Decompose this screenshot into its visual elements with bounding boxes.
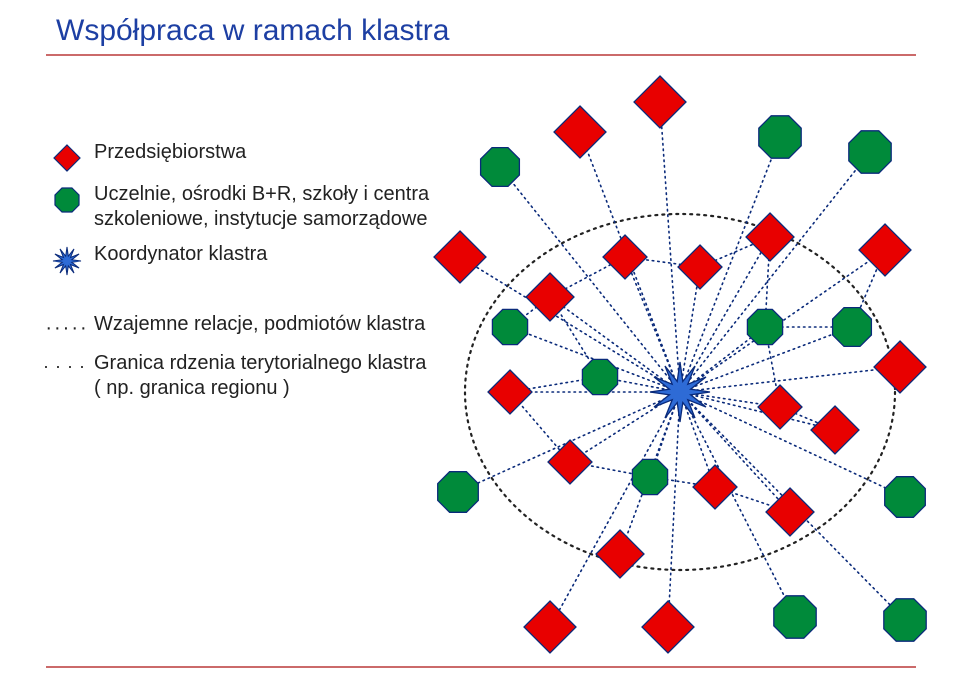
page-title: Współpraca w ramach klastra xyxy=(0,0,960,54)
diamond-icon xyxy=(50,140,84,172)
dotted-region-icon: ···· xyxy=(50,351,84,378)
legend-enterprises: Przedsiębiorstwa xyxy=(50,140,430,172)
legend-institutions: Uczelnie, ośrodki B+R, szkoły i centra s… xyxy=(50,182,430,232)
legend-label: Przedsiębiorstwa xyxy=(94,140,430,165)
legend-border: ···· Granica rdzenia terytorialnego klas… xyxy=(50,351,430,401)
footer-rule xyxy=(46,666,916,668)
legend-coordinator: Koordynator klastra xyxy=(50,242,430,276)
legend-relations: ····· Wzajemne relacje, podmiotów klastr… xyxy=(50,312,430,341)
legend-label: Uczelnie, ośrodki B+R, szkoły i centra s… xyxy=(94,182,430,232)
legend-label: Koordynator klastra xyxy=(94,242,430,267)
content-area: Przedsiębiorstwa Uczelnie, ośrodki B+R, … xyxy=(0,72,960,692)
star-icon xyxy=(50,242,84,276)
legend-label: Wzajemne relacje, podmiotów klastra xyxy=(94,312,430,337)
octagon-icon xyxy=(50,182,84,214)
legend-label: Granica rdzenia terytorialnego klastra (… xyxy=(94,351,430,401)
dotted-line-icon: ····· xyxy=(50,312,84,341)
slide: { "title": "Współpraca w ramach klastra"… xyxy=(0,0,960,692)
title-rule xyxy=(46,54,916,56)
legend: Przedsiębiorstwa Uczelnie, ośrodki B+R, … xyxy=(50,140,430,411)
